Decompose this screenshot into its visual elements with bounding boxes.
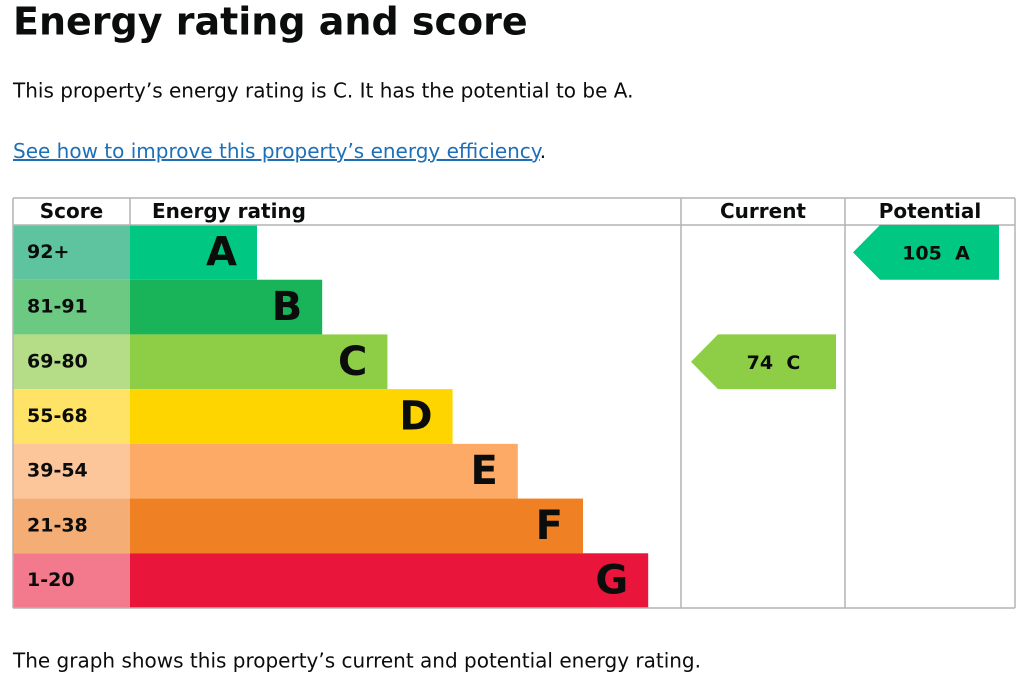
- rating-bar: [130, 389, 453, 444]
- footer-text: The graph shows this property’s current …: [12, 649, 701, 673]
- potential-score: 105: [902, 242, 942, 264]
- score-cell: [13, 389, 130, 444]
- score-cell: [13, 498, 130, 554]
- rating-bar: [130, 334, 388, 390]
- score-cell: [13, 225, 130, 280]
- column-header: Potential: [879, 199, 982, 223]
- potential-label: 105 A: [902, 242, 970, 264]
- link-line: See how to improve this property’s energ…: [13, 139, 546, 163]
- rating-letter: D: [399, 394, 432, 440]
- potential-arrow: [853, 225, 999, 280]
- score-cell: [13, 334, 130, 390]
- score-range: 81-91: [27, 296, 88, 318]
- current-arrow: [691, 334, 836, 390]
- score-cell: [13, 279, 130, 335]
- rating-letter: C: [338, 339, 367, 385]
- rating-bar: [130, 225, 257, 280]
- rating-letter: B: [272, 284, 303, 330]
- score-range: 55-68: [27, 405, 88, 427]
- rating-letter: G: [595, 558, 628, 604]
- potential-rating: A: [955, 242, 970, 264]
- column-header: Current: [720, 199, 806, 223]
- score-range: 39-54: [27, 460, 88, 482]
- page-title: Energy rating and score: [13, 0, 528, 44]
- intro-text: This property’s energy rating is C. It h…: [12, 79, 633, 103]
- rating-bar: [130, 498, 583, 554]
- current-label: 74 C: [747, 351, 801, 373]
- rating-bar: [130, 443, 518, 499]
- link-period: .: [540, 139, 546, 163]
- rating-bar: [130, 553, 649, 608]
- rating-bar: [130, 279, 323, 335]
- score-cell: [13, 553, 130, 608]
- rating-letter: F: [536, 503, 563, 549]
- score-range: 69-80: [27, 350, 88, 372]
- rating-letter: E: [470, 448, 497, 494]
- rating-letter: A: [206, 229, 237, 275]
- score-range: 92+: [27, 241, 69, 263]
- improve-link[interactable]: See how to improve this property’s energ…: [13, 139, 543, 163]
- column-header: Score: [40, 199, 103, 223]
- score-range: 21-38: [27, 514, 88, 536]
- current-score: 74: [747, 351, 773, 373]
- rating-table: Score Energy rating Current Potential 92+ A 81…: [12, 197, 1016, 609]
- column-header: Energy rating: [152, 199, 306, 223]
- score-cell: [13, 443, 130, 499]
- score-range: 1-20: [27, 569, 75, 591]
- current-rating: C: [786, 351, 800, 373]
